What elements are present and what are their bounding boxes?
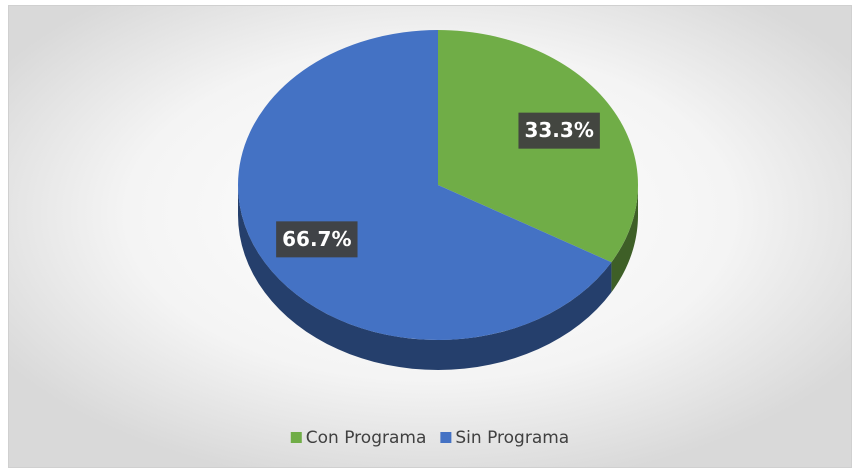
legend-swatch xyxy=(440,432,452,443)
legend-swatch xyxy=(290,432,302,443)
data-label-box xyxy=(518,112,600,149)
legend-label: Sin Programa xyxy=(455,428,569,448)
slice-side xyxy=(611,185,638,293)
legend-label: Con Programa xyxy=(306,428,427,448)
slice-side xyxy=(238,185,612,370)
data-label: 66.7% xyxy=(282,227,351,251)
data-label: 33.3% xyxy=(524,118,593,142)
data-label-box xyxy=(276,221,358,258)
slice xyxy=(237,30,612,340)
